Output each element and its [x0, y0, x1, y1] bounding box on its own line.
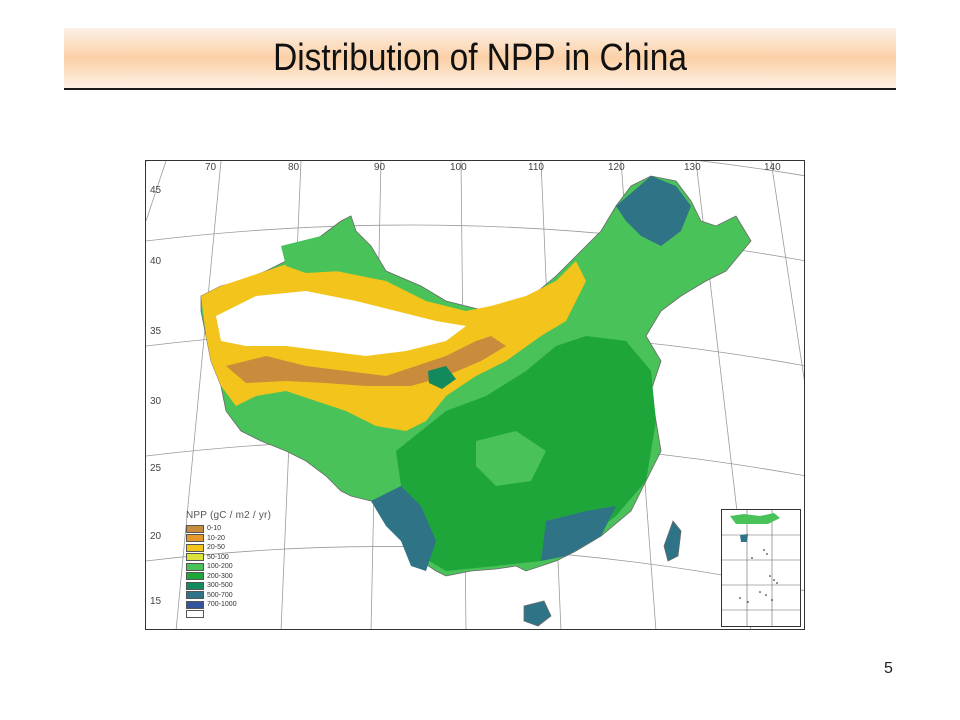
legend-item	[186, 610, 271, 620]
map-canvas	[146, 161, 804, 629]
lat-label: 15	[150, 596, 162, 607]
sichuan-basin	[476, 431, 546, 486]
desert-zone	[216, 291, 466, 356]
legend-label: 200-300	[207, 572, 233, 580]
legend-label: 10-20	[207, 534, 225, 542]
lat-label: 45	[150, 185, 162, 196]
legend-swatch	[186, 543, 204, 552]
legend-item: 10-20	[186, 534, 271, 544]
slide-title: Distribution of NPP in China	[273, 37, 687, 79]
title-rule	[64, 88, 896, 90]
legend-label: 300-500	[207, 582, 233, 590]
hainan-island	[523, 600, 552, 627]
lon-label: 130	[684, 162, 701, 173]
npp-legend: NPP (gC / m2 / yr) 0-10 10-20 20-50 50-1…	[186, 510, 271, 619]
inset-coast	[730, 513, 780, 524]
legend-label: 50-100	[207, 553, 229, 561]
lon-label: 70	[205, 162, 217, 173]
legend-label: 500-700	[207, 591, 233, 599]
legend-swatch	[186, 524, 204, 533]
south-china-sea-inset	[721, 509, 801, 627]
taiwan-island	[663, 520, 682, 562]
lat-label: 25	[150, 463, 162, 474]
lat-label: 40	[150, 256, 162, 267]
legend-label: 0-10	[207, 525, 222, 533]
lon-label: 120	[608, 162, 625, 173]
legend-swatch	[186, 534, 204, 543]
lon-label: 100	[450, 162, 467, 173]
inset-canvas	[722, 510, 800, 626]
legend-item: 300-500	[186, 581, 271, 591]
page-number: 5	[884, 660, 893, 677]
legend-item: 100-200	[186, 562, 271, 572]
lat-label: 35	[150, 326, 162, 337]
forest-northeast	[616, 176, 691, 246]
china-landmass	[200, 175, 752, 627]
lat-label: 30	[150, 396, 162, 407]
legend-swatch	[186, 591, 204, 600]
lat-label: 20	[150, 531, 162, 542]
legend-label: 20-50	[207, 544, 225, 552]
legend-swatch	[186, 572, 204, 581]
legend-item: 500-700	[186, 591, 271, 601]
legend-swatch	[186, 553, 204, 562]
legend-item: 200-300	[186, 572, 271, 582]
legend-title: NPP (gC / m2 / yr)	[186, 510, 272, 521]
legend-label: 700-1000	[207, 601, 237, 609]
inset-hainan	[740, 534, 748, 542]
legend-swatch	[186, 562, 204, 571]
legend-item: 700-1000	[186, 600, 271, 610]
qinghai-lake	[428, 366, 456, 389]
legend-item: 50-100	[186, 553, 271, 563]
forest-southwest	[371, 486, 436, 571]
forest-south	[541, 506, 616, 561]
legend-item: 0-10	[186, 524, 271, 534]
legend-label: 100-200	[207, 563, 233, 571]
tianshan-green	[281, 236, 356, 273]
lon-label: 110	[528, 162, 544, 173]
title-band	[64, 28, 896, 88]
lon-label: 80	[288, 162, 300, 173]
legend-swatch	[186, 581, 204, 590]
legend-swatch	[186, 600, 204, 609]
legend-item: 20-50	[186, 543, 271, 553]
legend-swatch	[186, 610, 204, 619]
npp-map: 70 80 90 100 110 120 130 140 45 40 35 30…	[145, 160, 805, 630]
lon-label: 140	[764, 162, 781, 173]
lon-label: 90	[374, 162, 386, 173]
